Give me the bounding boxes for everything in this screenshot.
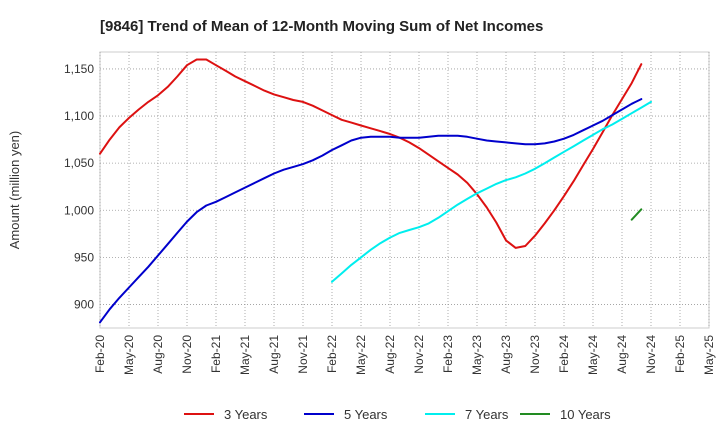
- y-tick-label: 900: [74, 297, 94, 311]
- series-line-10-years: [630, 208, 643, 221]
- x-axis-ticks: Feb-20 May-20 Aug-20 Nov-20 Feb-21 May-21 Aug-…: [93, 335, 716, 375]
- x-tick-label: Aug-24: [615, 335, 629, 374]
- y-tick-label: 1,000: [64, 203, 94, 217]
- x-tick-label: Aug-20: [151, 335, 165, 374]
- legend-label-3-years: 3 Years: [224, 407, 268, 422]
- y-axis-ticks: 900 950 1,000 1,050 1,100 1,150: [64, 62, 94, 311]
- legend-label-5-years: 5 Years: [344, 407, 388, 422]
- x-tick-label: Aug-23: [499, 335, 513, 374]
- y-tick-label: 950: [74, 250, 94, 264]
- x-tick-label: Feb-24: [557, 335, 571, 373]
- x-tick-label: May-25: [702, 335, 716, 375]
- series-group: [99, 58, 652, 324]
- x-tick-label: Nov-20: [180, 335, 194, 374]
- legend-label-7-years: 7 Years: [465, 407, 509, 422]
- legend-label-10-years: 10 Years: [560, 407, 611, 422]
- x-tick-label: Nov-23: [528, 335, 542, 374]
- x-tick-label: Feb-25: [673, 335, 687, 373]
- legend: 3 Years 5 Years 7 Years 10 Years: [184, 407, 611, 422]
- y-tick-label: 1,050: [64, 156, 94, 170]
- x-tick-label: Nov-24: [644, 335, 658, 374]
- x-tick-label: May-24: [586, 335, 600, 375]
- x-tick-label: May-22: [354, 335, 368, 375]
- x-tick-label: Feb-21: [209, 335, 223, 373]
- y-axis-label: Amount (million yen): [7, 131, 22, 250]
- plot-area: [99, 51, 710, 329]
- x-tick-label: Aug-21: [267, 335, 281, 374]
- x-tick-label: Nov-22: [412, 335, 426, 374]
- grid: [99, 52, 710, 328]
- series-line-3-years: [99, 58, 643, 249]
- chart-title: [9846] Trend of Mean of 12-Month Moving …: [100, 18, 543, 35]
- x-tick-label: May-21: [238, 335, 252, 375]
- y-tick-label: 1,100: [64, 109, 94, 123]
- series-line-7-years: [331, 100, 652, 283]
- x-tick-label: Aug-22: [383, 335, 397, 374]
- series-line-5-years: [99, 98, 643, 324]
- x-tick-label: Feb-22: [325, 335, 339, 373]
- x-tick-label: Nov-21: [296, 335, 310, 374]
- x-tick-label: Feb-23: [441, 335, 455, 373]
- x-tick-label: Feb-20: [93, 335, 107, 373]
- y-tick-label: 1,150: [64, 62, 94, 76]
- x-tick-label: May-20: [122, 335, 136, 375]
- x-tick-label: May-23: [470, 335, 484, 375]
